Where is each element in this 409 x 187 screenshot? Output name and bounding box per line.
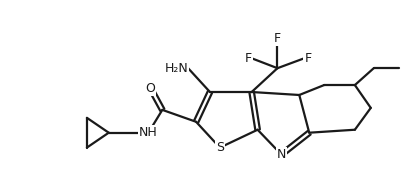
Text: H₂N: H₂N: [164, 62, 188, 75]
Text: F: F: [244, 52, 251, 65]
Text: N: N: [276, 148, 285, 161]
Text: O: O: [145, 82, 155, 95]
Text: NH: NH: [139, 126, 157, 139]
Text: F: F: [273, 32, 280, 45]
Text: F: F: [303, 52, 310, 65]
Text: S: S: [216, 141, 223, 154]
